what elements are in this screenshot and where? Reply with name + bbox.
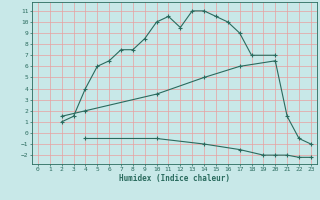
X-axis label: Humidex (Indice chaleur): Humidex (Indice chaleur) [119, 174, 230, 183]
